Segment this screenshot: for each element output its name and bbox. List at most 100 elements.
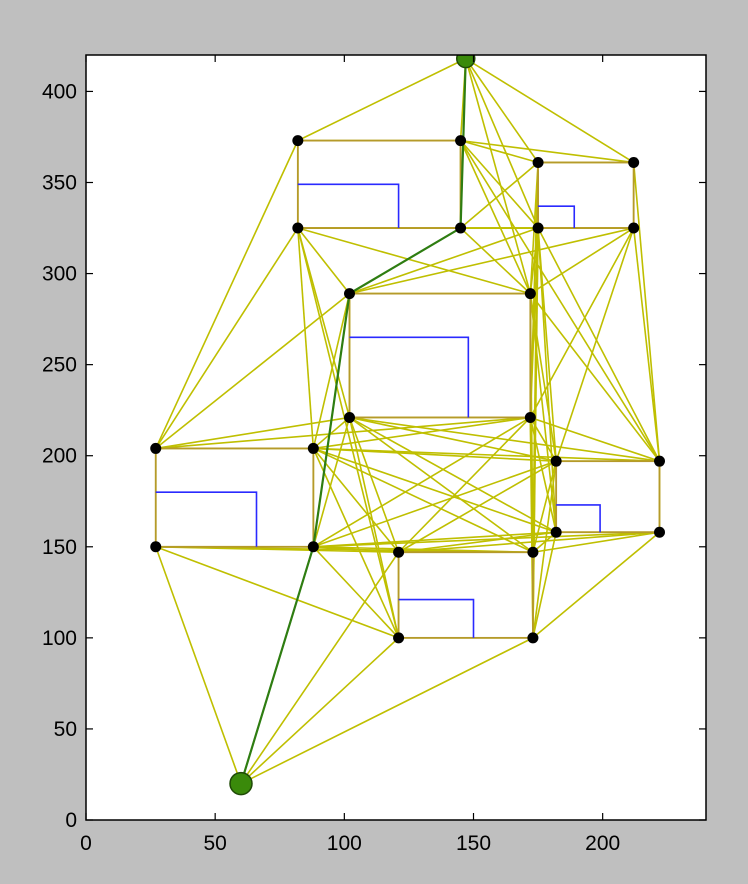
visibility-edge bbox=[313, 460, 557, 548]
inner-markers bbox=[155, 183, 601, 638]
vertex-node bbox=[455, 222, 467, 234]
vertex-node bbox=[455, 135, 467, 147]
visibility-edge bbox=[460, 139, 634, 164]
visibility-edge bbox=[297, 227, 531, 295]
visibility-edge bbox=[349, 416, 534, 553]
y-tick-label: 250 bbox=[42, 354, 77, 377]
inner-marker bbox=[556, 504, 601, 533]
visibility-edge bbox=[312, 416, 531, 548]
visibility-edge bbox=[530, 416, 660, 462]
visibility-edge bbox=[312, 417, 351, 548]
visibility-edge bbox=[349, 227, 634, 295]
obstacle-rect bbox=[348, 292, 532, 419]
visibility-edge bbox=[154, 546, 242, 784]
vertex-node bbox=[524, 411, 536, 423]
visibility-edge bbox=[312, 447, 534, 553]
vertex-node bbox=[532, 156, 544, 168]
visibility-edge bbox=[398, 416, 531, 553]
visibility-edge bbox=[529, 227, 539, 294]
visibility-edge bbox=[529, 293, 661, 462]
vertex-node bbox=[393, 632, 405, 644]
visibility-edge bbox=[459, 140, 532, 294]
vertex-node bbox=[654, 526, 665, 538]
visibility-edge bbox=[155, 140, 299, 449]
visibility-edge bbox=[240, 637, 534, 785]
visibility-edge bbox=[297, 227, 315, 449]
visibility-edge bbox=[312, 447, 400, 553]
visibility-edge bbox=[297, 57, 467, 142]
y-tick-label: 200 bbox=[42, 445, 77, 468]
obstacle-rect bbox=[397, 551, 534, 639]
obstacle-rect bbox=[154, 447, 315, 548]
visibility-edge bbox=[155, 292, 350, 450]
visibility-edge bbox=[532, 531, 660, 554]
inner-marker bbox=[538, 205, 576, 229]
y-tick-label: 400 bbox=[42, 80, 77, 103]
vertex-node bbox=[628, 222, 640, 234]
visibility-edge bbox=[349, 416, 557, 533]
vertex-node bbox=[524, 288, 536, 300]
visibility-edge bbox=[460, 227, 531, 295]
visibility-edge bbox=[155, 416, 350, 450]
vertex-node bbox=[654, 455, 665, 467]
visibility-edge bbox=[312, 448, 400, 639]
visibility-edge bbox=[459, 140, 661, 462]
visibility-edge bbox=[313, 447, 660, 462]
plot-area bbox=[86, 55, 706, 820]
vertex-node bbox=[150, 541, 162, 553]
vertex-node bbox=[532, 222, 544, 234]
visibility-edge bbox=[555, 227, 635, 462]
goal-point bbox=[456, 55, 476, 69]
visibility-edge bbox=[349, 227, 539, 295]
visibility-edge bbox=[240, 551, 400, 785]
visibility-edge bbox=[532, 461, 557, 638]
visibility-edge bbox=[529, 417, 557, 533]
visibility-edge bbox=[240, 637, 400, 785]
visibility-edge bbox=[398, 531, 557, 554]
vertex-node bbox=[393, 546, 405, 558]
vertex-node bbox=[527, 546, 539, 558]
visibility-edge bbox=[465, 57, 635, 164]
visibility-edge bbox=[529, 227, 635, 418]
vertex-node bbox=[292, 135, 304, 147]
visibility-edge bbox=[155, 416, 531, 450]
visibility-edge bbox=[349, 416, 660, 462]
y-tick-label: 150 bbox=[42, 536, 77, 559]
visibility-edge bbox=[155, 546, 399, 639]
inner-marker bbox=[297, 183, 400, 229]
vertex-node bbox=[344, 288, 355, 300]
obstacle-rect bbox=[555, 460, 661, 534]
x-tick-label: 50 bbox=[203, 832, 226, 855]
visibility-edge bbox=[348, 417, 400, 553]
visibility-edge bbox=[398, 531, 660, 554]
inner-marker bbox=[155, 491, 258, 547]
vertex-node bbox=[292, 222, 304, 234]
inner-marker bbox=[398, 598, 475, 638]
y-tick-label: 50 bbox=[54, 718, 77, 741]
visibility-edge bbox=[312, 546, 400, 639]
vertex-node bbox=[150, 442, 162, 454]
visibility-edge bbox=[297, 227, 351, 295]
visibility-edge bbox=[532, 460, 557, 553]
x-tick-label: 200 bbox=[585, 832, 620, 855]
axis-ticks: 0 50 100 150 200 0 50 100 150 200 250 300 350 400 bbox=[42, 55, 706, 855]
visibility-edge bbox=[313, 416, 531, 450]
x-tick-label: 100 bbox=[327, 832, 362, 855]
inner-marker bbox=[349, 336, 470, 418]
start-point bbox=[229, 771, 253, 796]
x-tick-label: 150 bbox=[456, 832, 491, 855]
obstacles bbox=[154, 139, 661, 639]
visibility-edge bbox=[460, 161, 539, 229]
visibility-edge bbox=[313, 447, 557, 533]
obstacle-rect bbox=[537, 161, 635, 229]
visibility-edge bbox=[465, 58, 539, 163]
visibility-edge bbox=[529, 417, 557, 462]
vertex-node bbox=[550, 526, 562, 538]
y-tick-label: 300 bbox=[42, 263, 77, 286]
nodes bbox=[150, 55, 665, 796]
visibility-edge bbox=[349, 416, 557, 462]
visibility-edge bbox=[632, 227, 661, 462]
vertex-node bbox=[628, 156, 640, 168]
visibility-edge bbox=[529, 293, 557, 462]
